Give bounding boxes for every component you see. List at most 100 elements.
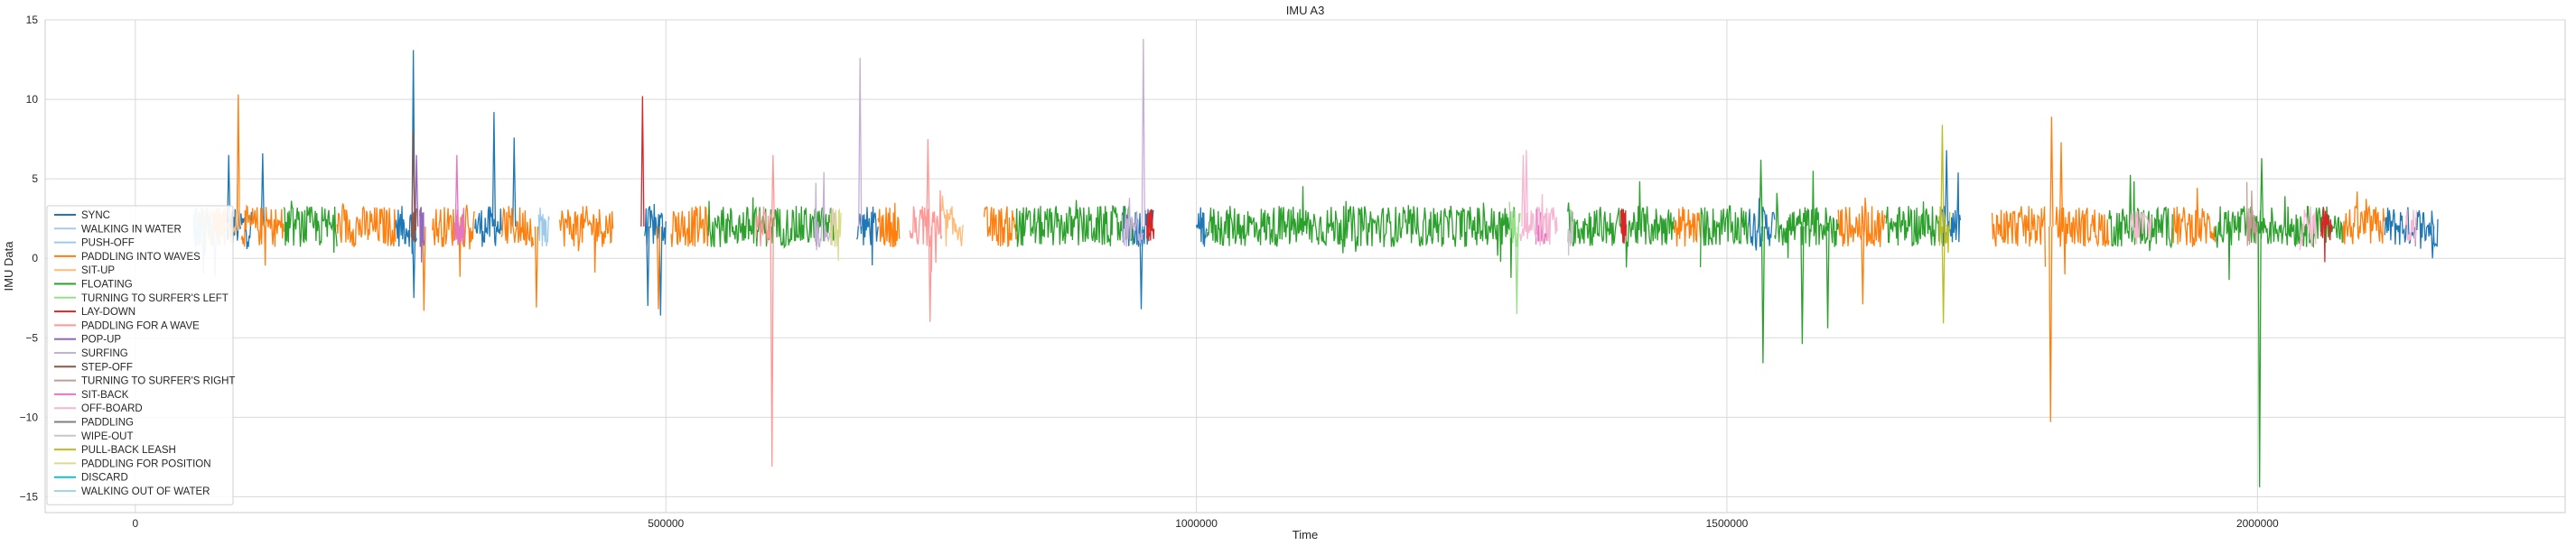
series-spike	[2257, 226, 2262, 487]
series-paddling-for-a-wave	[755, 139, 943, 467]
series-line	[283, 200, 338, 254]
x-tick-label: 1500000	[1706, 517, 1749, 530]
series-spike	[512, 137, 517, 227]
legend-entry: PUSH-OFF	[81, 238, 135, 249]
series-spike	[926, 139, 930, 227]
series-line	[1991, 206, 2047, 267]
legend-entry: SIT-BACK	[81, 390, 129, 401]
series-spike	[227, 154, 231, 227]
series-line	[1015, 199, 1134, 247]
legend-entry: WIPE-OUT	[81, 431, 134, 442]
series-spike	[2259, 158, 2264, 227]
series-spike	[1944, 150, 1949, 227]
series-spike	[1759, 159, 1763, 227]
legend-entry: PADDLING FOR POSITION	[81, 458, 211, 469]
series-line	[240, 204, 285, 266]
legend-entry: PADDLING	[81, 418, 134, 429]
series-line	[559, 206, 614, 273]
legend-entry: OFF-BOARD	[81, 403, 143, 414]
series-line	[410, 208, 417, 243]
series-line	[1567, 209, 1574, 256]
series-push-off	[537, 207, 550, 247]
series-spike	[858, 58, 863, 227]
series-turning-to-surfer-s-right	[2245, 181, 2258, 246]
series-line	[856, 206, 879, 266]
series-spike	[646, 226, 650, 307]
legend-entry: WALKING OUT OF WATER	[81, 486, 210, 497]
series-line	[1619, 208, 1628, 245]
legend-entry: POP-UP	[81, 335, 121, 346]
series-spike	[770, 226, 774, 467]
legend-entry: PULL-BACK LEASH	[81, 445, 176, 456]
legend-entry: SIT-UP	[81, 265, 115, 276]
series-line	[537, 207, 550, 247]
series-line	[2055, 207, 2110, 275]
series-spike	[2049, 226, 2053, 422]
x-tick-label: 0	[133, 517, 139, 530]
series-turning-to-surfer-s-left	[1508, 201, 1521, 314]
series-paddling-for-position	[829, 208, 842, 262]
series-line	[2245, 181, 2258, 246]
series-spike	[534, 226, 539, 308]
series-line	[432, 204, 476, 277]
ticks: 0 500000 1000000 1500000 2000000 −15 −10 −5 0 5 10…	[20, 14, 2279, 530]
series-line	[1145, 208, 1155, 242]
series-step-off	[410, 131, 417, 243]
chart-title: IMU A3	[1286, 4, 1325, 17]
series-spike	[1760, 226, 1766, 364]
series-line	[336, 203, 397, 247]
series-line	[941, 195, 964, 247]
legend-entry: FLOATING	[81, 280, 133, 291]
series-spike	[236, 94, 240, 227]
series-line	[419, 207, 425, 263]
series-line	[2108, 174, 2173, 252]
series-spike	[491, 112, 497, 227]
series-wipe-out	[1567, 209, 1574, 256]
series-spike	[2431, 226, 2435, 259]
y-tick-label: −5	[25, 331, 38, 344]
series-spike	[640, 96, 645, 227]
series-pull-back-leash	[1938, 125, 1951, 324]
series-spike	[454, 154, 459, 227]
series-spike	[415, 154, 419, 227]
series-line	[644, 203, 667, 246]
legend-entry: STEP-OFF	[81, 362, 133, 373]
series-line	[474, 206, 502, 247]
plot-area-background	[44, 19, 2566, 514]
series-line	[1774, 171, 1839, 259]
series-spike	[770, 154, 776, 227]
series-spike	[2058, 142, 2064, 227]
legend-entry: WALKING IN WATER	[81, 224, 182, 235]
y-tick-label: −10	[20, 411, 39, 423]
series-line	[2320, 207, 2333, 263]
series-line	[670, 206, 709, 247]
y-tick-label: −15	[20, 490, 39, 503]
legend-entry: DISCARD	[81, 473, 128, 484]
series-line	[1885, 201, 1940, 246]
series-line	[1206, 186, 1516, 278]
legend-entry: TURNING TO SURFER'S RIGHT	[81, 376, 235, 387]
series-paddling-into-waves	[236, 94, 2385, 422]
legend-entry: SYNC	[81, 210, 110, 221]
series-floating	[283, 158, 2343, 487]
y-tick-label: 10	[26, 93, 39, 106]
series-spike	[1941, 226, 1946, 324]
legend-box	[46, 205, 234, 505]
series-lay-down	[640, 96, 2333, 263]
series-spike	[1524, 150, 1529, 227]
series-line	[2129, 210, 2152, 245]
x-axis-title: Time	[1293, 528, 1318, 541]
y-tick-label: 5	[32, 172, 38, 185]
series-spike	[1861, 226, 1865, 305]
series-spike	[1141, 39, 1146, 227]
series-pop-up	[415, 154, 425, 263]
series-line	[1699, 205, 1750, 268]
series-spike	[2049, 116, 2054, 227]
legend-entry: PADDLING FOR A WAVE	[81, 320, 200, 331]
series-line	[755, 206, 773, 246]
series-spike	[412, 226, 416, 299]
legend-entry: TURNING TO SURFER'S LEFT	[81, 293, 229, 304]
series-line	[829, 208, 842, 262]
series-line	[1195, 207, 1208, 247]
